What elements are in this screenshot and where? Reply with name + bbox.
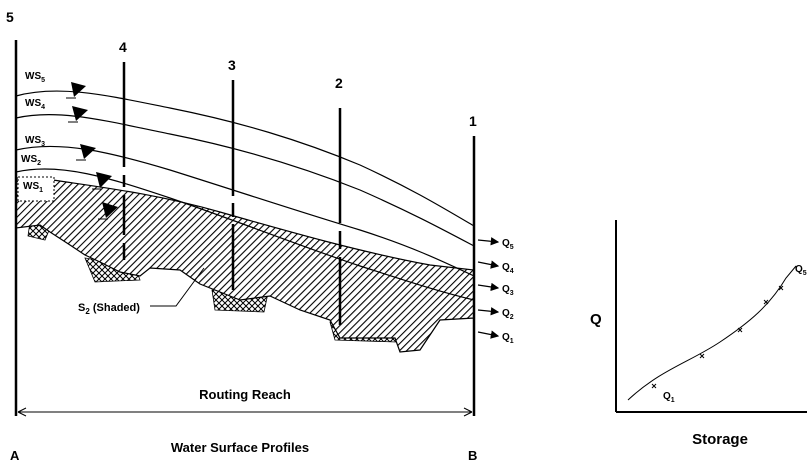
- ws2-line: [15, 168, 475, 301]
- ws1-box: [17, 176, 55, 202]
- storage-discharge-graph: Q Storage Q1 Q5: [590, 220, 807, 448]
- wedge-storage-area: [15, 177, 475, 353]
- q4-label: Q4: [502, 262, 514, 275]
- q2-label: Q2: [502, 308, 514, 321]
- q3-label: Q3: [502, 284, 514, 297]
- q1-label: Q1: [502, 332, 514, 345]
- s2-label: S2 (Shaded): [78, 302, 140, 316]
- section-2-label: 2: [335, 75, 343, 91]
- ws2-label: WS2: [21, 154, 41, 167]
- graph-x-label: Storage: [692, 431, 748, 448]
- ws1-triangle: [102, 202, 118, 218]
- section-1-label: 1: [469, 113, 477, 129]
- caption: Water Surface Profiles: [171, 440, 309, 455]
- section-3-label: 3: [228, 57, 236, 73]
- ws4-triangle: [72, 106, 88, 121]
- s2-callout-leader: [150, 267, 205, 307]
- routing-reach-dimension: [17, 407, 473, 417]
- discharge-arrows: [477, 237, 500, 339]
- q5-label: Q5: [502, 238, 514, 251]
- section-4-label: 4: [119, 39, 127, 55]
- ws4-label: WS4: [25, 98, 45, 111]
- graph-q1-label: Q1: [663, 391, 675, 404]
- section-5-label: 5: [6, 9, 14, 25]
- ws1-label: WS1: [23, 181, 43, 194]
- point-b-label: B: [468, 448, 477, 463]
- ws2-triangle: [96, 172, 112, 188]
- ws3-triangle: [80, 144, 96, 159]
- point-a-label: A: [10, 448, 20, 463]
- storage-discharge-curve: [627, 265, 797, 401]
- routing-reach-label: Routing Reach: [199, 387, 291, 402]
- ws5-triangle: [71, 82, 86, 97]
- water-surface-markers: [66, 82, 118, 220]
- cross-sections: [14, 40, 476, 416]
- ws4-line: [15, 113, 475, 247]
- graph-y-label: Q: [590, 311, 602, 328]
- ws5-label: WS5: [25, 71, 45, 84]
- ws5-line: [15, 90, 475, 227]
- graph-q5-label: Q5: [795, 264, 807, 277]
- ws3-label: WS3: [25, 135, 45, 148]
